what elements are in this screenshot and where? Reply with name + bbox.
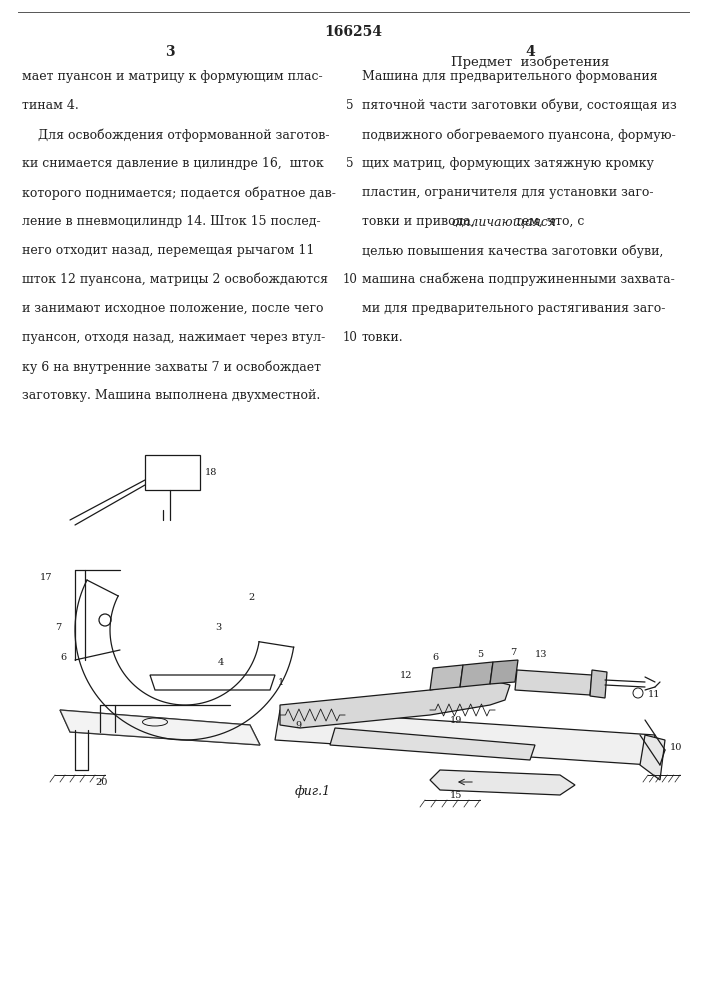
Polygon shape (430, 665, 463, 690)
Text: 4: 4 (525, 45, 535, 59)
Text: 11: 11 (648, 690, 660, 699)
Text: 1: 1 (278, 678, 284, 687)
Polygon shape (590, 670, 607, 698)
Polygon shape (490, 660, 518, 684)
Polygon shape (640, 735, 665, 780)
Polygon shape (330, 728, 535, 760)
Text: 15: 15 (450, 791, 462, 800)
Text: тем, что, с: тем, что, с (511, 215, 585, 228)
Text: отличающаяся: отличающаяся (451, 215, 556, 228)
Text: пластин, ограничителя для установки заго-: пластин, ограничителя для установки заго… (362, 186, 653, 199)
Text: щих матриц, формующих затяжную кромку: щих матриц, формующих затяжную кромку (362, 157, 654, 170)
Text: 10: 10 (343, 331, 358, 344)
Text: 18: 18 (205, 468, 217, 477)
Text: мает пуансон и матрицу к формующим плас-: мает пуансон и матрицу к формующим плас- (22, 70, 322, 83)
Text: ление в пневмоцилиндр 14. Шток 15 послед-: ление в пневмоцилиндр 14. Шток 15 послед… (22, 215, 321, 228)
Text: него отходит назад, перемещая рычагом 11: него отходит назад, перемещая рычагом 11 (22, 244, 315, 257)
Text: 10: 10 (343, 273, 358, 286)
Text: подвижного обогреваемого пуансона, формую-: подвижного обогреваемого пуансона, форму… (362, 128, 676, 141)
Text: 17: 17 (40, 573, 52, 582)
Text: 19: 19 (450, 716, 462, 725)
Polygon shape (60, 710, 260, 745)
Text: 5: 5 (346, 99, 354, 112)
Text: 9: 9 (295, 721, 301, 730)
Text: 4: 4 (218, 658, 224, 667)
Text: заготовку. Машина выполнена двухместной.: заготовку. Машина выполнена двухместной. (22, 389, 320, 402)
Text: 5: 5 (477, 650, 483, 659)
Text: 7: 7 (55, 623, 62, 632)
Polygon shape (275, 710, 655, 765)
Polygon shape (280, 680, 510, 728)
Text: ку 6 на внутренние захваты 7 и освобождает: ку 6 на внутренние захваты 7 и освобожда… (22, 360, 321, 373)
Text: шток 12 пуансона, матрицы 2 освобождаются: шток 12 пуансона, матрицы 2 освобождаютс… (22, 273, 328, 286)
Text: 6: 6 (432, 653, 438, 662)
Text: 3: 3 (165, 45, 175, 59)
Text: 10: 10 (670, 743, 682, 752)
Text: и занимают исходное положение, после чего: и занимают исходное положение, после чег… (22, 302, 324, 315)
Text: 2: 2 (248, 593, 255, 602)
Text: Предмет  изобретения: Предмет изобретения (451, 55, 609, 69)
Text: 7: 7 (510, 648, 516, 657)
Text: фиг.1: фиг.1 (295, 786, 331, 798)
Text: пяточной части заготовки обуви, состоящая из: пяточной части заготовки обуви, состояща… (362, 99, 677, 112)
Text: которого поднимается; подается обратное дав-: которого поднимается; подается обратное … (22, 186, 336, 200)
Text: тинам 4.: тинам 4. (22, 99, 78, 112)
Text: Для освобождения отформованной заготов-: Для освобождения отформованной заготов- (22, 128, 329, 141)
Text: 3: 3 (215, 623, 221, 632)
Text: 12: 12 (400, 671, 412, 680)
Text: 13: 13 (535, 650, 547, 659)
Text: пуансон, отходя назад, нажимает через втул-: пуансон, отходя назад, нажимает через вт… (22, 331, 325, 344)
Polygon shape (515, 670, 592, 695)
Text: 5: 5 (346, 157, 354, 170)
Text: ки снимается давление в цилиндре 16,  шток: ки снимается давление в цилиндре 16, што… (22, 157, 324, 170)
Text: целью повышения качества заготовки обуви,: целью повышения качества заготовки обуви… (362, 244, 663, 257)
Text: 20: 20 (95, 778, 107, 787)
Polygon shape (460, 662, 493, 687)
Text: машина снабжена подпружиненными захвата-: машина снабжена подпружиненными захвата- (362, 273, 674, 286)
Text: 166254: 166254 (324, 25, 382, 39)
Text: ми для предварительного растягивания заго-: ми для предварительного растягивания заг… (362, 302, 665, 315)
Polygon shape (430, 770, 575, 795)
Text: Машина для предварительного формования: Машина для предварительного формования (362, 70, 658, 83)
Text: товки.: товки. (362, 331, 404, 344)
Text: товки и привода,: товки и привода, (362, 215, 479, 228)
Text: 6: 6 (60, 653, 66, 662)
